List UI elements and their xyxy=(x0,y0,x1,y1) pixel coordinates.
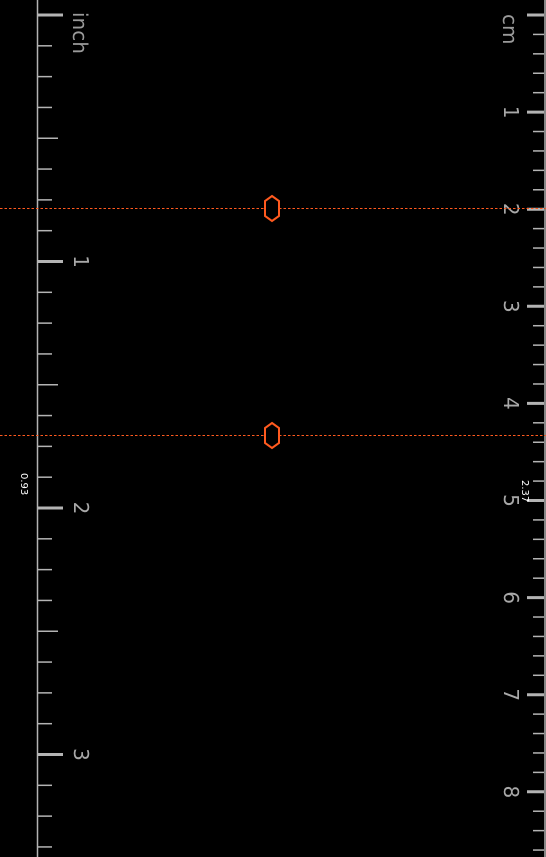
inch-tick-label: 2 xyxy=(69,502,93,515)
unit-label-inch: inch xyxy=(68,12,92,54)
cm-tick-label: 8 xyxy=(499,785,523,798)
cm-tick-label: 3 xyxy=(499,300,523,313)
inch-tick-label: 3 xyxy=(69,748,93,761)
measure-handle-bottom[interactable] xyxy=(264,421,280,450)
unit-label-cm: cm xyxy=(498,14,522,44)
inch-tick-label: 1 xyxy=(69,255,93,268)
cm-tick-label: 4 xyxy=(499,397,523,410)
cm-tick-label: 7 xyxy=(499,688,523,701)
measure-handle-top[interactable] xyxy=(264,194,280,223)
cm-tick-label: 2 xyxy=(499,203,523,216)
cm-tick-label: 5 xyxy=(499,494,523,507)
cm-labels: 1 2 3 4 5 6 7 8 xyxy=(499,106,523,798)
hexagon-handle-icon xyxy=(264,421,280,450)
hexagon-handle-icon xyxy=(264,194,280,223)
inch-ticks xyxy=(38,13,63,848)
inch-readout: 0.93 xyxy=(18,473,29,495)
cm-readout: 2.37 xyxy=(519,480,530,502)
cm-ticks xyxy=(527,13,544,851)
inch-labels: 1 2 3 xyxy=(69,255,93,761)
cm-tick-label: 1 xyxy=(499,106,523,119)
cm-tick-label: 6 xyxy=(499,591,523,604)
